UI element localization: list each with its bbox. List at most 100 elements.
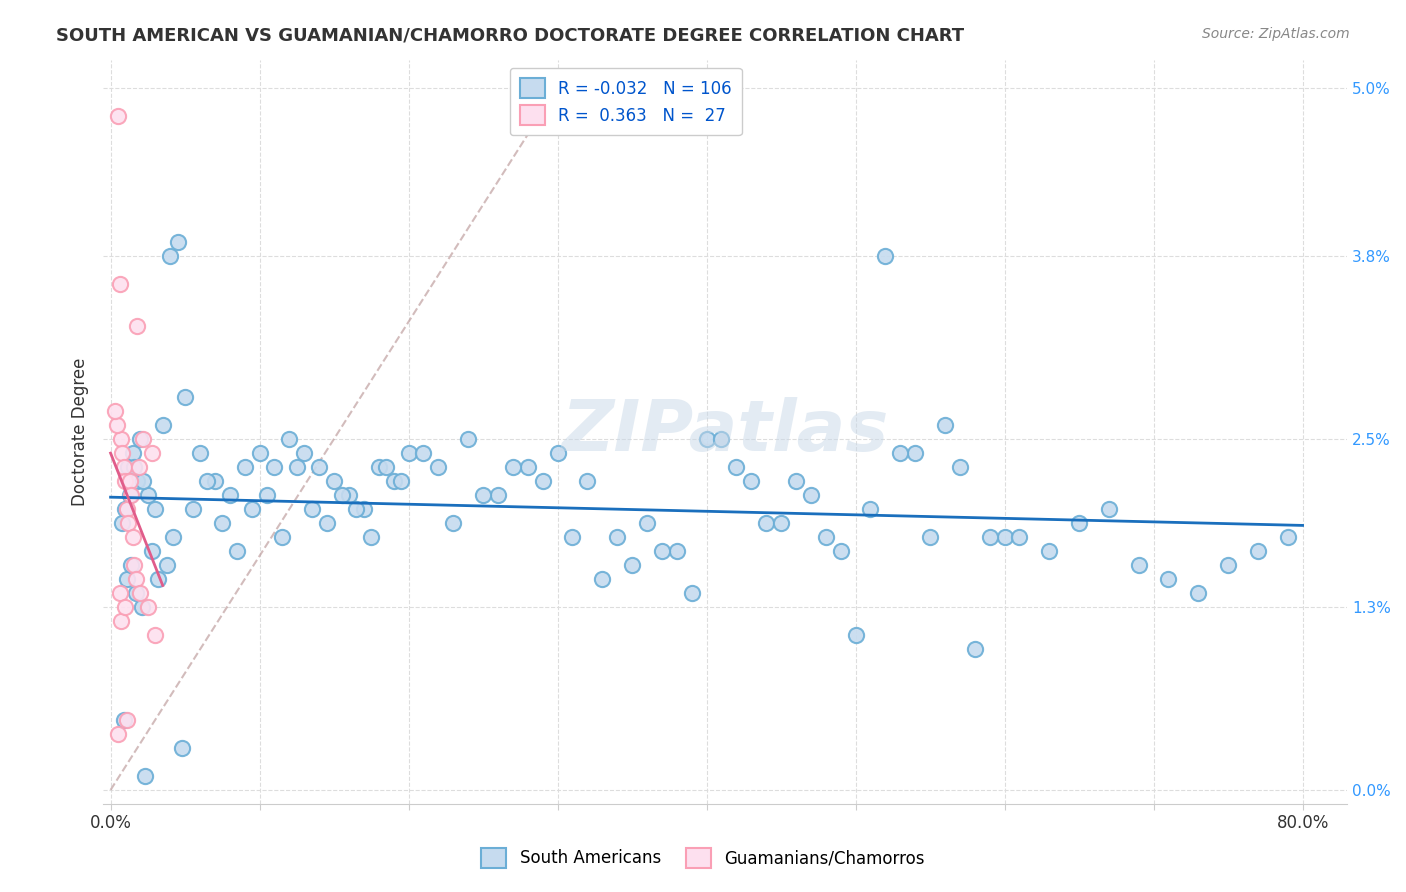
Point [875,249,897,263]
Point [1277,530,1299,544]
Point [740,474,762,488]
Point [111,516,134,530]
Point [1187,586,1209,600]
Point [124,558,146,573]
Point [285,459,308,474]
Point [108,277,131,292]
Point [263,459,285,474]
Point [963,642,986,657]
Point [156,558,179,573]
Point [120,558,142,573]
Point [114,474,136,488]
Point [1038,544,1060,558]
Point [120,488,142,502]
Point [1067,516,1090,530]
Point [441,516,464,530]
Point [110,432,132,446]
Point [516,459,538,474]
Point [132,432,155,446]
Point [141,544,163,558]
Point [1098,502,1121,516]
Point [112,459,135,474]
Point [124,459,146,474]
Point [122,446,145,460]
Point [118,488,141,502]
Point [859,502,882,516]
Point [128,459,150,474]
Point [127,474,149,488]
Point [531,474,554,488]
Point [389,474,412,488]
Point [710,432,733,446]
Point [346,502,368,516]
Point [115,502,138,516]
Point [278,432,301,446]
Legend: South Americans, Guamanians/Chamorros: South Americans, Guamanians/Chamorros [475,841,931,875]
Text: SOUTH AMERICAN VS GUAMANIAN/CHAMORRO DOCTORATE DEGREE CORRELATION CHART: SOUTH AMERICAN VS GUAMANIAN/CHAMORRO DOC… [56,27,965,45]
Point [174,390,197,404]
Point [125,586,148,600]
Point [621,558,644,573]
Point [159,249,181,263]
Point [292,446,315,460]
Point [134,769,156,783]
Point [115,572,138,586]
Point [889,446,911,460]
Point [979,530,1001,544]
Text: ZIPatlas: ZIPatlas [561,397,889,467]
Point [131,600,153,615]
Point [904,446,927,460]
Point [636,516,658,530]
Point [107,109,129,123]
Point [1128,558,1150,573]
Point [114,502,136,516]
Point [127,319,149,334]
Point [472,488,495,502]
Point [172,740,194,755]
Point [367,459,389,474]
Point [143,628,166,642]
Point [576,474,599,488]
Point [249,446,271,460]
Point [152,417,174,432]
Point [211,516,233,530]
Point [412,446,434,460]
Point [591,572,613,586]
Point [114,600,136,615]
Point [111,446,134,460]
Point [457,432,479,446]
Point [725,459,748,474]
Point [993,530,1015,544]
Point [800,488,823,502]
Point [681,586,703,600]
Point [112,713,135,727]
Point [814,530,837,544]
Point [1008,530,1031,544]
Point [934,417,956,432]
Point [240,502,263,516]
Point [105,417,128,432]
Point [1247,544,1270,558]
Point [218,488,240,502]
Point [125,572,148,586]
Point [136,600,159,615]
Point [547,446,569,460]
Point [162,530,184,544]
Text: Source: ZipAtlas.com: Source: ZipAtlas.com [1202,27,1350,41]
Point [561,530,583,544]
Point [665,544,688,558]
Point [143,502,166,516]
Point [166,235,188,250]
Point [755,516,778,530]
Point [110,615,132,629]
Point [651,544,673,558]
Point [308,459,330,474]
Point [427,459,450,474]
Legend: R = -0.032   N = 106, R =  0.363   N =  27: R = -0.032 N = 106, R = 0.363 N = 27 [510,68,741,136]
Point [502,459,524,474]
Point [330,488,353,502]
Point [606,530,628,544]
Point [315,516,337,530]
Point [181,502,204,516]
Point [486,488,509,502]
